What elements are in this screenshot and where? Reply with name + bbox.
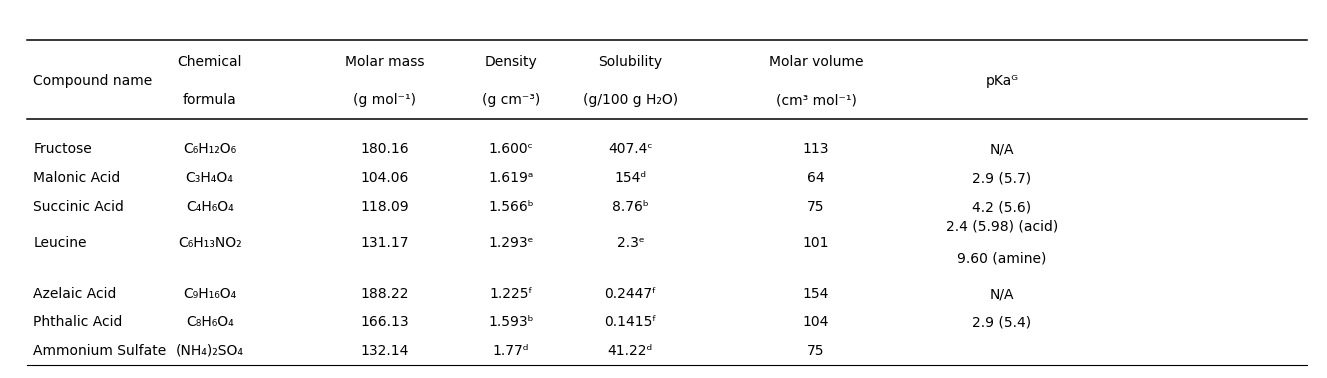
Text: C₉H₁₆O₄: C₉H₁₆O₄ bbox=[183, 287, 236, 301]
Text: N/A: N/A bbox=[990, 142, 1014, 156]
Text: (g mol⁻¹): (g mol⁻¹) bbox=[353, 93, 417, 107]
Text: Density: Density bbox=[484, 55, 537, 70]
Text: Succinic Acid: Succinic Acid bbox=[33, 200, 123, 214]
Text: Solubility: Solubility bbox=[598, 55, 662, 70]
Text: 132.14: 132.14 bbox=[361, 344, 409, 358]
Text: 0.2447ᶠ: 0.2447ᶠ bbox=[604, 287, 657, 301]
Text: pKaᴳ: pKaᴳ bbox=[986, 74, 1018, 88]
Text: C₆H₁₃NO₂: C₆H₁₃NO₂ bbox=[178, 235, 242, 250]
Text: 41.22ᵈ: 41.22ᵈ bbox=[608, 344, 653, 358]
Text: 1.77ᵈ: 1.77ᵈ bbox=[492, 344, 529, 358]
Text: 2.9 (5.7): 2.9 (5.7) bbox=[973, 171, 1031, 186]
Text: Leucine: Leucine bbox=[33, 235, 86, 250]
Text: C₆H₁₂O₆: C₆H₁₂O₆ bbox=[183, 142, 236, 156]
Text: 1.225ᶠ: 1.225ᶠ bbox=[490, 287, 532, 301]
Text: Azelaic Acid: Azelaic Acid bbox=[33, 287, 117, 301]
Text: Molar mass: Molar mass bbox=[345, 55, 425, 70]
Text: 131.17: 131.17 bbox=[361, 235, 409, 250]
Text: Malonic Acid: Malonic Acid bbox=[33, 171, 121, 186]
Text: 4.2 (5.6): 4.2 (5.6) bbox=[973, 200, 1031, 214]
Text: 118.09: 118.09 bbox=[361, 200, 409, 214]
Text: 1.293ᵉ: 1.293ᵉ bbox=[488, 235, 533, 250]
Text: 9.60 (amine): 9.60 (amine) bbox=[957, 252, 1047, 266]
Text: 0.1415ᶠ: 0.1415ᶠ bbox=[604, 315, 657, 329]
Text: 113: 113 bbox=[803, 142, 829, 156]
Text: 104: 104 bbox=[803, 315, 829, 329]
Text: 188.22: 188.22 bbox=[361, 287, 409, 301]
Text: 180.16: 180.16 bbox=[361, 142, 409, 156]
Text: C₄H₆O₄: C₄H₆O₄ bbox=[186, 200, 234, 214]
Text: Fructose: Fructose bbox=[33, 142, 92, 156]
Text: 166.13: 166.13 bbox=[361, 315, 409, 329]
Text: Phthalic Acid: Phthalic Acid bbox=[33, 315, 122, 329]
Text: 64: 64 bbox=[807, 171, 825, 186]
Text: 154: 154 bbox=[803, 287, 829, 301]
Text: 101: 101 bbox=[803, 235, 829, 250]
Text: 1.619ᵃ: 1.619ᵃ bbox=[488, 171, 533, 186]
Text: 75: 75 bbox=[807, 344, 825, 358]
Text: 2.9 (5.4): 2.9 (5.4) bbox=[973, 315, 1031, 329]
Text: Compound name: Compound name bbox=[33, 74, 153, 88]
Text: C₈H₆O₄: C₈H₆O₄ bbox=[186, 315, 234, 329]
Text: (g/100 g H₂O): (g/100 g H₂O) bbox=[583, 93, 678, 107]
Text: (cm³ mol⁻¹): (cm³ mol⁻¹) bbox=[776, 93, 856, 107]
Text: 75: 75 bbox=[807, 200, 825, 214]
Text: C₃H₄O₄: C₃H₄O₄ bbox=[186, 171, 234, 186]
Text: Molar volume: Molar volume bbox=[768, 55, 864, 70]
Text: 154ᵈ: 154ᵈ bbox=[614, 171, 646, 186]
Text: 407.4ᶜ: 407.4ᶜ bbox=[608, 142, 653, 156]
Text: Chemical: Chemical bbox=[178, 55, 242, 70]
Text: 1.593ᵇ: 1.593ᵇ bbox=[488, 315, 533, 329]
Text: 2.4 (5.98) (acid): 2.4 (5.98) (acid) bbox=[946, 219, 1058, 234]
Text: (g cm⁻³): (g cm⁻³) bbox=[482, 93, 540, 107]
Text: 8.76ᵇ: 8.76ᵇ bbox=[612, 200, 649, 214]
Text: 2.3ᵉ: 2.3ᵉ bbox=[617, 235, 644, 250]
Text: Ammonium Sulfate: Ammonium Sulfate bbox=[33, 344, 166, 358]
Text: 1.566ᵇ: 1.566ᵇ bbox=[488, 200, 533, 214]
Text: 1.600ᶜ: 1.600ᶜ bbox=[488, 142, 533, 156]
Text: 104.06: 104.06 bbox=[361, 171, 409, 186]
Text: N/A: N/A bbox=[990, 287, 1014, 301]
Text: formula: formula bbox=[183, 93, 236, 107]
Text: (NH₄)₂SO₄: (NH₄)₂SO₄ bbox=[175, 344, 244, 358]
